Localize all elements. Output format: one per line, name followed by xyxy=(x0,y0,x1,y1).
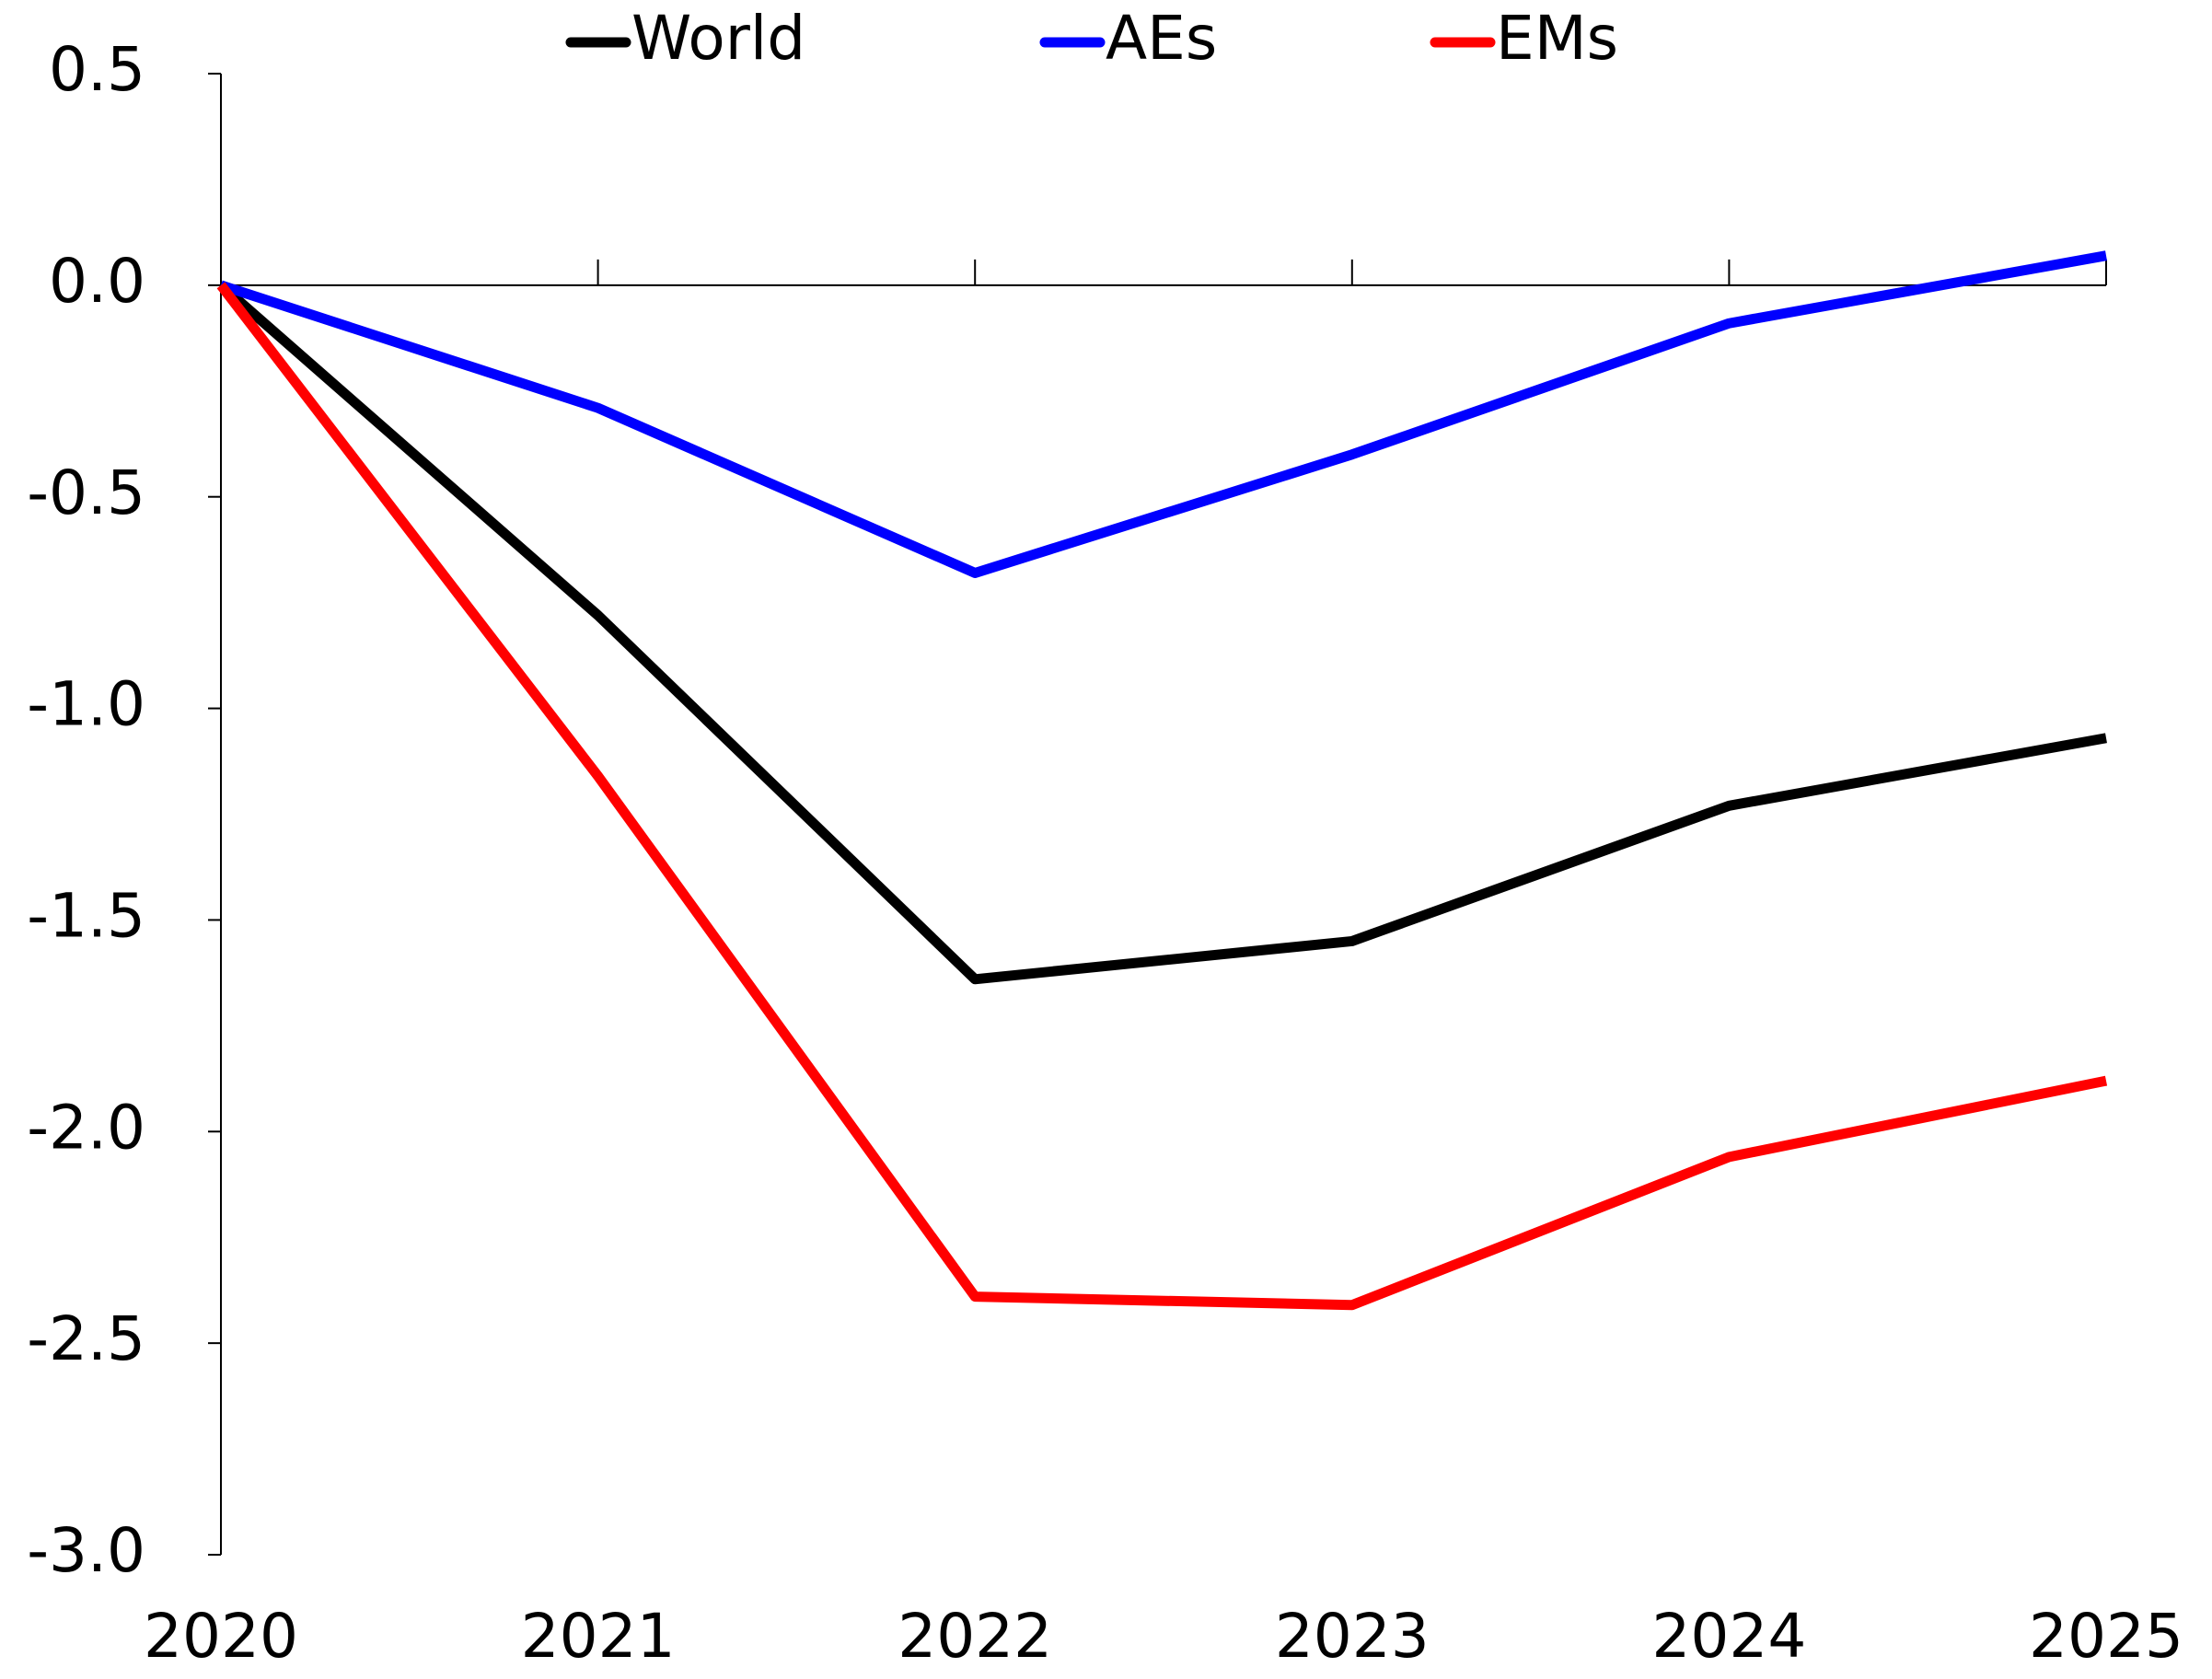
x-tick-label: 2022 xyxy=(898,1601,1052,1672)
legend-label: EMs xyxy=(1496,3,1618,74)
legend-label: AEs xyxy=(1106,3,1217,74)
series-line xyxy=(216,282,2108,1311)
y-tick-label: -1.5 xyxy=(27,880,145,951)
y-tick-label: -3.0 xyxy=(27,1515,145,1586)
series-line xyxy=(217,281,2107,985)
x-tick-label: 2025 xyxy=(2029,1601,2183,1672)
x-tick-label: 2023 xyxy=(1275,1601,1430,1672)
x-tick-label: 2021 xyxy=(521,1601,676,1672)
x-tick-label: 2020 xyxy=(144,1601,298,1672)
y-tick-label: -0.5 xyxy=(27,457,145,528)
y-tick-label: -1.0 xyxy=(27,669,145,740)
series-line xyxy=(219,250,2107,578)
x-tick-label: 2024 xyxy=(1651,1601,1806,1672)
y-tick-label: -2.0 xyxy=(27,1092,145,1163)
y-tick-label: -2.5 xyxy=(27,1303,145,1374)
y-tick-label: 0.0 xyxy=(49,246,145,317)
y-tick-label: 0.5 xyxy=(49,34,145,105)
legend-label: World xyxy=(631,3,805,74)
